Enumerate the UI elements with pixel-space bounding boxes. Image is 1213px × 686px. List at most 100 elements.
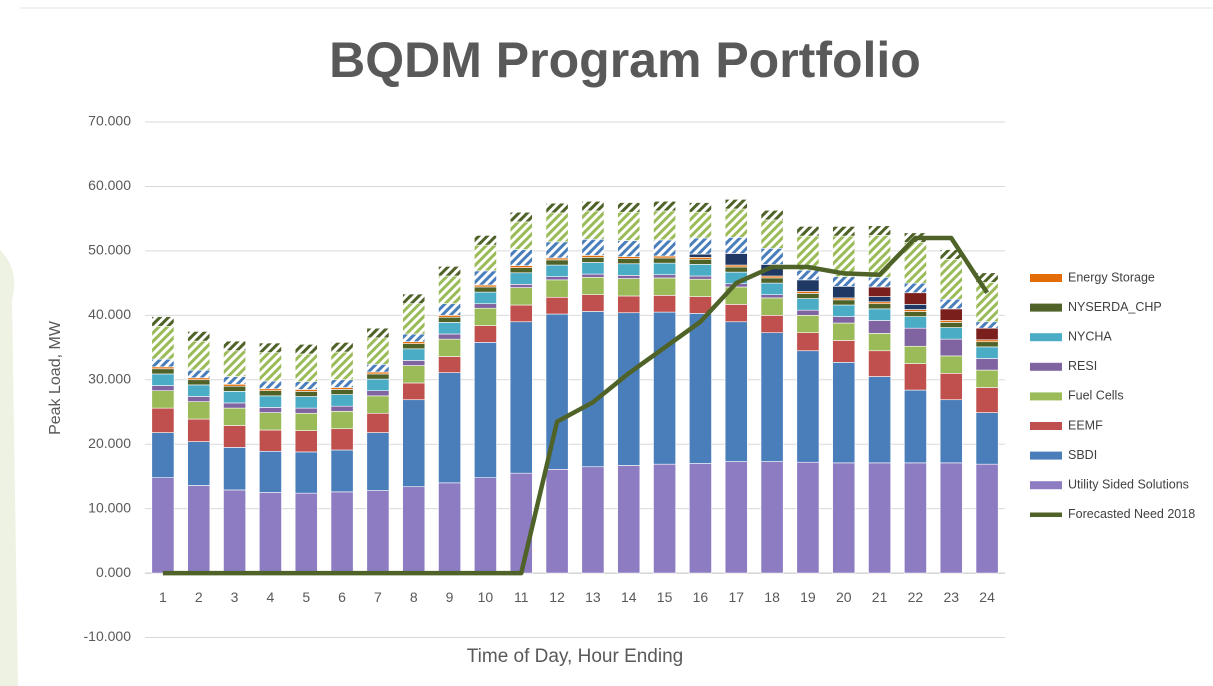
x-tick-label: 3 (231, 589, 239, 605)
forecast-line (162, 235, 989, 576)
bar-segment (904, 304, 927, 310)
bar-segment (294, 407, 318, 414)
bar-segment (939, 399, 963, 464)
bar-segment (939, 298, 963, 310)
bar-segment (653, 257, 676, 264)
x-tick-label: 17 (728, 589, 744, 605)
y-tick-label: 60.000 (88, 177, 131, 193)
bar-segment (151, 390, 175, 409)
bar-segment (796, 279, 820, 292)
bar-segment (904, 327, 927, 347)
bar-segment (259, 342, 282, 353)
bar-segment (617, 258, 641, 265)
bar-segment (438, 275, 461, 305)
legend-swatch (1030, 422, 1062, 430)
bar-segment (294, 412, 318, 431)
x-tick-label: 23 (943, 589, 959, 605)
bar-segment (545, 212, 569, 243)
bar-segment (294, 381, 318, 390)
y-tick-label: 20.000 (88, 435, 131, 451)
bar-segment (796, 332, 820, 352)
bar-segment (259, 492, 282, 574)
bar-segment (509, 321, 533, 474)
x-tick-label: 21 (872, 589, 888, 605)
bar-segment (868, 286, 891, 297)
bar-segment (653, 277, 676, 296)
bar-segment (223, 350, 246, 377)
bar-segment (187, 384, 211, 397)
bar-segment (330, 449, 354, 493)
bar-segment (617, 240, 641, 257)
x-tick-label: 24 (979, 589, 995, 605)
bar-segment (438, 303, 461, 316)
bar-segment (581, 238, 605, 256)
bar-segment (330, 389, 354, 395)
bar-segment (438, 356, 461, 373)
bar-segment (868, 308, 891, 321)
bar-segment (689, 253, 712, 258)
bar-segment (760, 282, 784, 295)
bar-segment (259, 390, 282, 397)
bar-segment (223, 385, 246, 392)
bar-segment (796, 461, 820, 574)
legend-label: NYSERDA_CHP (1068, 300, 1162, 314)
bar-segment (653, 200, 676, 212)
bar-segment (294, 451, 318, 494)
bar-segment (975, 412, 999, 465)
bar-segment (223, 376, 246, 385)
bar-segment (617, 211, 641, 241)
bar-segment (832, 340, 856, 363)
bar-segment (939, 308, 963, 321)
bar-segment (868, 235, 891, 278)
bar-segment (259, 380, 282, 390)
legend-swatch (1030, 392, 1062, 401)
bar-segment (581, 257, 605, 263)
bar-segment (402, 348, 426, 361)
bar-segment (975, 346, 999, 359)
bar-segment (474, 325, 497, 343)
bar-segment (975, 321, 999, 329)
bar-segment (832, 286, 856, 299)
x-tick-label: 5 (302, 589, 310, 605)
y-tick-label: -10.000 (84, 628, 132, 644)
bar-segment (904, 462, 927, 574)
x-tick-label: 6 (338, 589, 346, 605)
bar-segment (223, 402, 246, 409)
bar-segment (724, 237, 748, 254)
bar-segment (545, 259, 569, 266)
x-tick-label: 19 (800, 589, 816, 605)
y-tick-label: 40.000 (88, 306, 131, 322)
bar-segment (581, 210, 605, 240)
bar-segment (545, 202, 569, 214)
bar-segment (545, 296, 569, 315)
bar-segment (366, 378, 390, 392)
bar-segment (402, 303, 426, 335)
bar-segment (223, 340, 246, 352)
bar-segment (402, 293, 426, 305)
bar-segment (545, 264, 569, 277)
bar-segment (581, 294, 605, 312)
bar-segment (438, 372, 461, 484)
bar-segment (223, 407, 246, 426)
bar-segment (904, 311, 927, 317)
y-tick-label: 30.000 (88, 370, 131, 386)
bar-segment (366, 390, 390, 397)
bar-segment (796, 269, 820, 281)
x-tick-label: 10 (478, 589, 494, 605)
bar-segment (187, 401, 211, 420)
bar-segment (760, 297, 784, 316)
bar-segment (617, 295, 641, 314)
legend-swatch (1030, 303, 1062, 312)
bar-segment (294, 353, 318, 382)
x-tick-label: 20 (836, 589, 852, 605)
bar-segment (581, 200, 605, 212)
bar-segment (151, 358, 175, 368)
bar-segment (975, 387, 999, 413)
bar-segment (438, 338, 461, 357)
bar-segment (868, 303, 891, 310)
bar-segment (438, 322, 461, 335)
bar-segment (617, 278, 641, 297)
bar-segment (689, 202, 712, 213)
bar-segment (366, 363, 390, 373)
bar-segment (474, 244, 497, 272)
